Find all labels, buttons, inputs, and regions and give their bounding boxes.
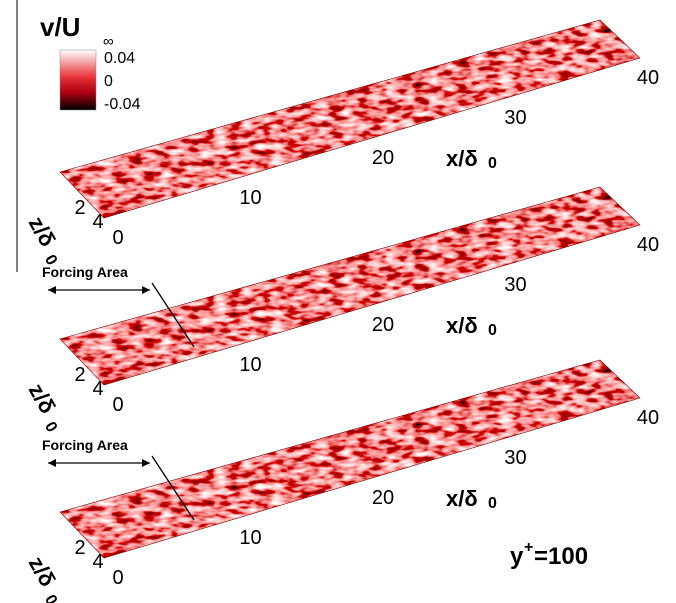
surface-edge	[59, 359, 641, 559]
surface-edge	[59, 19, 641, 219]
z-tick-label: 4	[92, 551, 103, 573]
z-label: z/δ0	[24, 379, 61, 435]
colorbar-scale	[59, 49, 97, 111]
footer-label-sup: +	[524, 539, 533, 556]
x-tick-label: 40	[637, 234, 659, 256]
x-label-sub: 0	[488, 495, 497, 512]
z-label-sub: 0	[41, 592, 60, 603]
x-tick-label: 0	[112, 227, 123, 249]
colorbar-tick-label: 0.04	[104, 50, 135, 67]
colorbar-tick-label: 0	[104, 73, 113, 90]
surface-edge	[59, 186, 641, 386]
x-tick-label: 20	[372, 147, 394, 169]
forcing-boundary	[151, 282, 195, 348]
x-label: x/δ	[446, 486, 478, 511]
footer-label: y	[510, 543, 524, 570]
z-tick-label: 2	[74, 537, 85, 559]
z-tick-label: 2	[74, 364, 85, 386]
x-tick-label: 30	[504, 447, 526, 469]
x-tick-label: 40	[637, 407, 659, 429]
x-tick-label: 10	[239, 527, 261, 549]
colorbar-title-sub: ∞	[103, 33, 114, 50]
footer-value: =100	[534, 543, 588, 570]
x-label-sub: 0	[488, 322, 497, 339]
x-tick-label: 20	[372, 487, 394, 509]
forcing-boundary	[151, 455, 195, 521]
x-tick-label: 0	[112, 394, 123, 416]
z-label: z/δ0	[24, 212, 61, 268]
z-label: z/δ0	[24, 552, 61, 603]
z-tick-label: 2	[74, 197, 85, 219]
x-tick-label: 10	[239, 187, 261, 209]
x-tick-label: 10	[239, 354, 261, 376]
x-tick-label: 0	[112, 567, 123, 589]
footer: y + =100	[510, 539, 588, 570]
x-tick-label: 40	[637, 67, 659, 89]
annotation: Forcing Area	[42, 437, 128, 453]
colorbar-title: v/U	[40, 12, 80, 42]
contour-surface	[60, 20, 640, 218]
z-label-text: z/δ	[24, 552, 61, 591]
z-label-text: z/δ	[24, 379, 61, 418]
x-tick-label: 20	[372, 314, 394, 336]
x-tick-label: 30	[504, 274, 526, 296]
z-label-text: z/δ	[24, 212, 61, 251]
x-tick-label: 30	[504, 107, 526, 129]
z-label-sub: 0	[41, 419, 60, 435]
colorbar-tick-label: -0.04	[104, 96, 141, 113]
z-tick-label: 4	[92, 211, 103, 233]
x-label-sub: 0	[488, 155, 497, 172]
z-tick-label: 4	[92, 378, 103, 400]
x-label: x/δ	[446, 146, 478, 171]
colorbar: v/U ∞	[40, 12, 114, 111]
annotation: Forcing Area	[42, 264, 128, 280]
x-label: x/δ	[446, 313, 478, 338]
